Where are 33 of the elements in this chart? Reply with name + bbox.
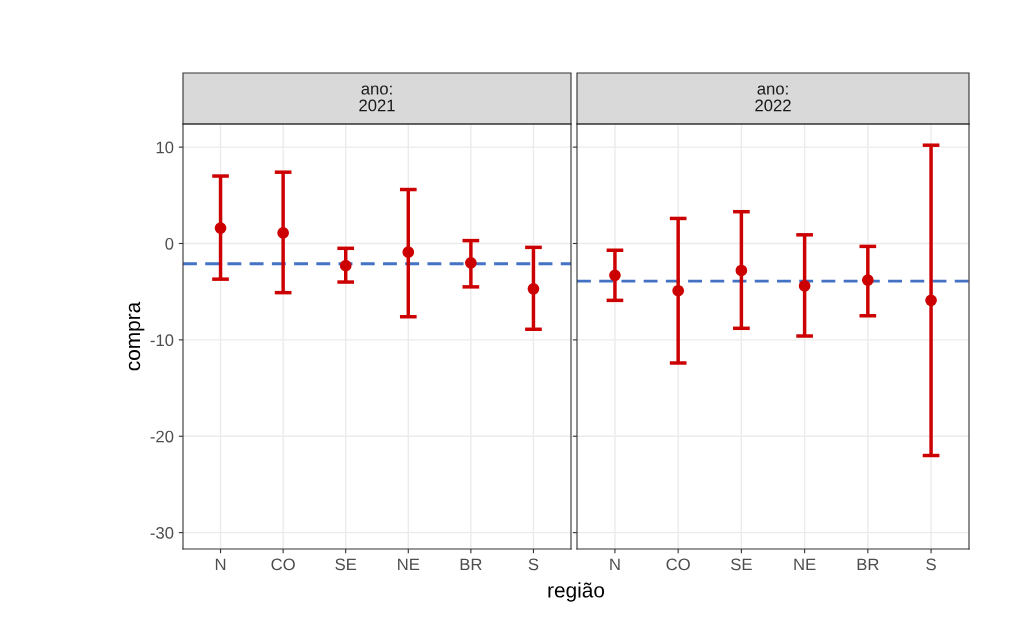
point (277, 227, 289, 239)
y-tick-label: -20 (150, 430, 174, 443)
point (465, 256, 477, 269)
x-tick-label: SE (335, 558, 357, 571)
x-tick-label: S (528, 558, 539, 571)
point (609, 269, 621, 282)
point (672, 284, 685, 297)
chart-title: ano: 2022 (755, 85, 791, 112)
point (214, 222, 227, 234)
x-tick-label: NE (398, 558, 420, 571)
point (861, 274, 874, 286)
x-tick-label: NE (794, 558, 816, 571)
point (402, 246, 415, 259)
x-tick-label: CO (666, 558, 690, 571)
x-tick-label: N (215, 558, 226, 571)
point (925, 294, 937, 307)
y-axis-title: compra (128, 301, 145, 371)
x-tick-label: BR (857, 558, 879, 571)
y-tick-label: 0 (165, 237, 174, 250)
chart-title: ano: 2021 (359, 85, 395, 112)
point (339, 259, 352, 272)
x-tick-label: BR (460, 558, 482, 571)
x-tick-label: SE (731, 558, 752, 571)
y-tick-label: -30 (150, 527, 174, 539)
point (527, 282, 540, 295)
y-tick-label: -10 (150, 334, 174, 347)
x-tick-label: N (610, 558, 620, 571)
point (798, 280, 811, 292)
point (735, 264, 748, 277)
x-tick-label: CO (271, 558, 295, 571)
x-axis-title: região (548, 582, 605, 602)
x-tick-label: S (926, 558, 936, 571)
y-tick-label: 10 (156, 141, 174, 154)
